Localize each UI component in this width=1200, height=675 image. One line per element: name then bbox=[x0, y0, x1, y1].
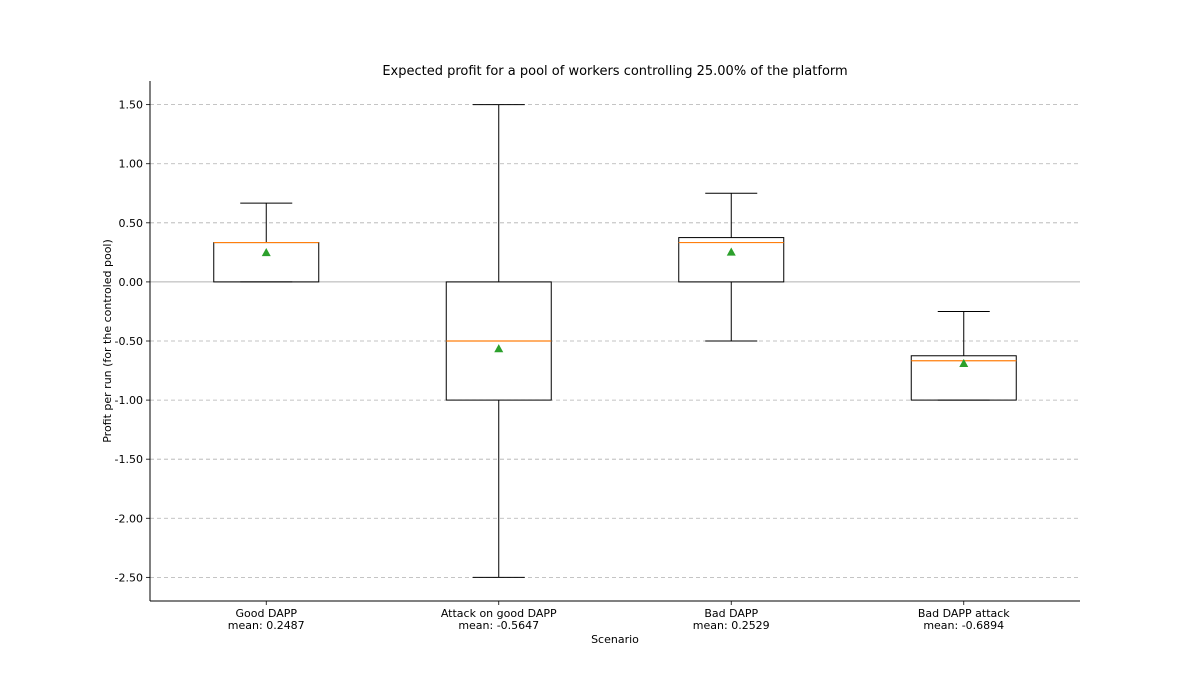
chart-title: Expected profit for a pool of workers co… bbox=[382, 64, 847, 79]
x-tick-mean-label: mean: -0.6894 bbox=[923, 619, 1004, 632]
iqr-box bbox=[910, 355, 1017, 401]
mean-marker bbox=[494, 344, 504, 353]
y-tick-label: -1.50 bbox=[115, 453, 143, 466]
y-tick-label: -1.00 bbox=[115, 394, 143, 407]
grid-lines bbox=[150, 104, 1080, 578]
y-tick-label: 0.50 bbox=[119, 217, 144, 230]
y-tick-label: 0.00 bbox=[119, 276, 144, 289]
x-tick-label: Attack on good DAPP bbox=[441, 607, 557, 620]
mean-marker bbox=[726, 247, 736, 256]
x-tick-mean-label: mean: 0.2529 bbox=[693, 619, 770, 632]
x-tick-label: Bad DAPP attack bbox=[918, 607, 1010, 620]
y-axis-label: Profit per run (for the controled pool) bbox=[101, 239, 114, 443]
box-3 bbox=[678, 192, 785, 342]
y-tick-label: 1.50 bbox=[119, 99, 144, 112]
axes bbox=[146, 81, 1080, 605]
mean-marker bbox=[261, 248, 271, 257]
box-4 bbox=[910, 310, 1017, 401]
box-2 bbox=[445, 104, 552, 578]
x-tick-mean-label: mean: -0.5647 bbox=[458, 619, 539, 632]
x-tick-label: Good DAPP bbox=[235, 607, 297, 620]
y-tick-label: 1.00 bbox=[119, 158, 144, 171]
x-axis-label: Scenario bbox=[591, 633, 639, 646]
tick-labels: 1.50 1.00 0.50 0.00 -0.50 -1.00 -1.50 -2.00 -2.5… bbox=[115, 99, 1011, 632]
box-1 bbox=[213, 202, 320, 283]
x-tick-mean-label: mean: 0.2487 bbox=[228, 619, 305, 632]
y-tick-label: -0.50 bbox=[115, 335, 143, 348]
y-tick-label: -2.00 bbox=[115, 512, 143, 525]
x-tick-label: Bad DAPP bbox=[704, 607, 758, 620]
mean-marker bbox=[959, 358, 969, 367]
iqr-box bbox=[678, 237, 785, 283]
boxes bbox=[213, 104, 1017, 578]
y-tick-label: -2.50 bbox=[115, 571, 143, 584]
